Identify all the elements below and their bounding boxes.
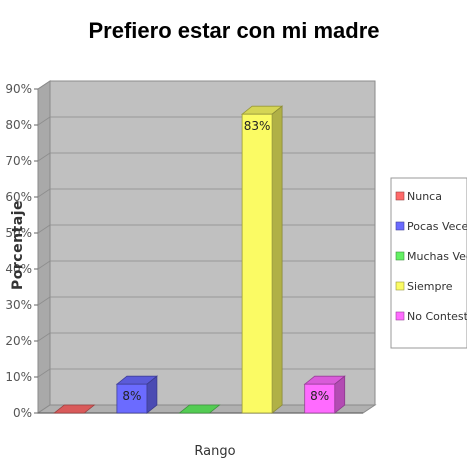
y-axis-ticks: 0% 10% 20% 30% 40% 50% 60% 70% 80% 90% (5, 82, 38, 420)
grid-line-depth (37, 224, 51, 234)
y-tick-label: 90% (5, 82, 32, 96)
y-tick-label: 0% (13, 406, 32, 420)
bar-top (178, 404, 221, 414)
grid-line-depth (37, 116, 51, 126)
bar-data-label: 83% (244, 119, 271, 133)
y-tick-label: 50% (5, 226, 32, 240)
bars-group (53, 105, 346, 414)
legend-label: Muchas Veces (407, 250, 467, 263)
grid-line-depth (37, 296, 51, 306)
grid-line-depth (37, 188, 51, 198)
x-axis-label: Rango (194, 444, 235, 459)
y-tick-label: 60% (5, 190, 32, 204)
plot-background (36, 80, 377, 414)
legend-label: Pocas Veces (407, 220, 467, 233)
grid-line-depth (37, 332, 51, 342)
grid-line-depth (37, 80, 51, 90)
legend: Nunca Pocas Veces Muchas Veces Siempre No Co… (390, 177, 467, 349)
legend-swatch (395, 251, 405, 261)
legend-swatch (395, 281, 405, 291)
legend-swatch (395, 221, 405, 231)
plot-back-wall (49, 80, 376, 406)
bar-side (271, 105, 283, 414)
bar-pocas-veces (116, 383, 148, 414)
bar-data-label: 8% (122, 389, 141, 403)
y-tick-label: 20% (5, 334, 32, 348)
legend-label: Siempre (407, 280, 453, 293)
grid-lines (37, 80, 375, 378)
bar-siempre (241, 113, 273, 414)
legend-swatch (395, 311, 405, 321)
bar-data-label: 8% (310, 389, 329, 403)
y-tick-label: 10% (5, 370, 32, 384)
chart-title: Prefiero estar con mi madre (88, 18, 379, 43)
y-tick-label: 70% (5, 154, 32, 168)
data-labels-group: 8% 83% 8% (122, 119, 329, 403)
y-tick-label: 40% (5, 262, 32, 276)
grid-line-depth (37, 260, 51, 270)
y-tick-label: 80% (5, 118, 32, 132)
plot-left-wall (37, 80, 51, 414)
grid-line-depth (37, 368, 51, 378)
bar-top (53, 404, 96, 414)
y-tick-label: 30% (5, 298, 32, 312)
grid-line-depth (37, 152, 51, 162)
legend-label: Nunca (407, 190, 442, 203)
legend-label: No Contestó (407, 310, 467, 323)
bar-no-contest- (304, 383, 336, 414)
legend-swatch (395, 191, 405, 201)
y-axis-label: Porcentaje (10, 200, 26, 290)
